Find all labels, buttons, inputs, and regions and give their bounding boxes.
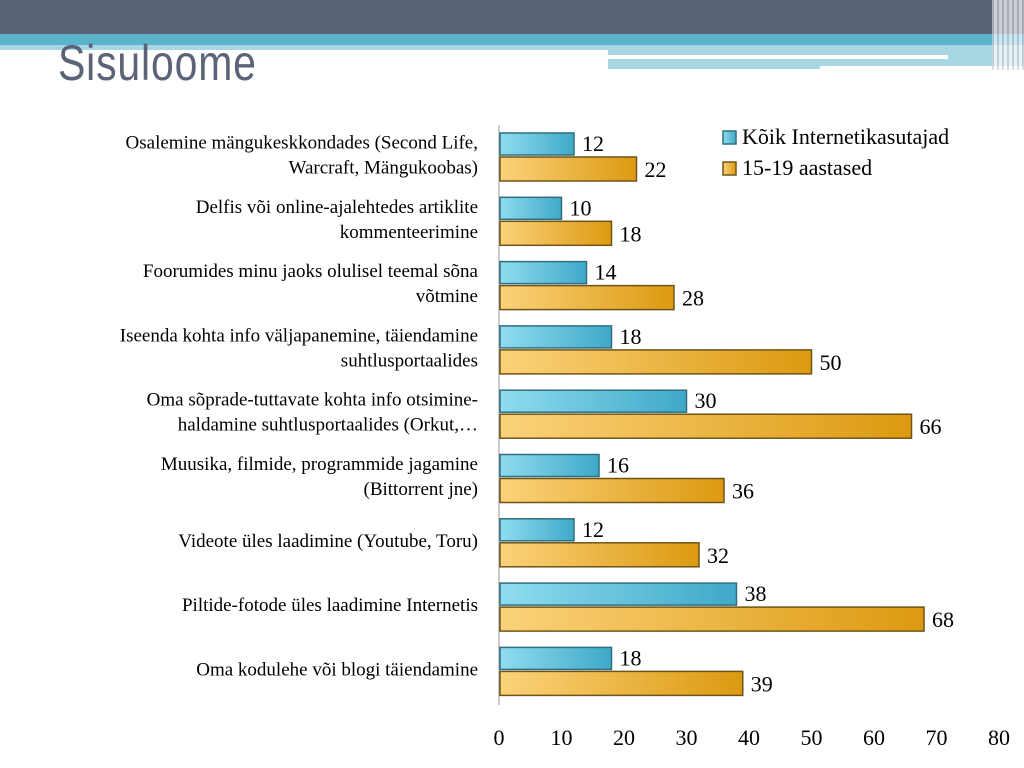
header-edge-decoration xyxy=(992,0,1024,70)
x-tick-label: 30 xyxy=(676,725,698,750)
category-label: kommenteerimine xyxy=(340,222,478,243)
bar-all-users xyxy=(499,325,613,349)
bar-all-users xyxy=(499,453,600,478)
category-label: Delfis või online-ajalehtedes artiklite xyxy=(196,197,478,218)
bar-15-19 xyxy=(499,670,744,697)
data-label: 18 xyxy=(620,324,642,349)
bar-all-users xyxy=(499,260,588,285)
x-tick-label: 40 xyxy=(738,725,760,750)
bar-15-19 xyxy=(499,542,700,568)
data-label: 14 xyxy=(595,260,617,285)
header-stripe xyxy=(608,55,948,59)
bar-all-users xyxy=(499,389,688,413)
bar-all-users xyxy=(499,646,613,671)
legend-swatch xyxy=(722,161,737,176)
data-label: 12 xyxy=(582,517,604,542)
data-label: 22 xyxy=(645,157,667,182)
bar-15-19 xyxy=(499,349,813,375)
slide-title: Sisuloome xyxy=(58,35,257,91)
bar-15-19 xyxy=(499,413,913,439)
category-label: Iseenda kohta info väljapanemine, täiend… xyxy=(120,325,478,346)
bar-all-users xyxy=(499,582,738,606)
data-label: 16 xyxy=(607,453,629,478)
bar-15-19 xyxy=(499,220,613,247)
bar-15-19 xyxy=(499,156,638,182)
category-label: Oma sõprade-tuttavate kohta info otsimin… xyxy=(147,390,478,411)
legend-swatch xyxy=(722,130,737,145)
x-tick-label: 50 xyxy=(801,725,823,750)
x-tick-label: 20 xyxy=(613,725,635,750)
category-label: Piltide-fotode üles laadimine Internetis xyxy=(182,595,478,616)
data-label: 68 xyxy=(932,607,954,632)
category-label: Warcraft, Mängukoobas) xyxy=(289,158,478,179)
category-label: Foorumides minu jaoks olulisel teemal sõ… xyxy=(143,261,479,282)
category-label: suhtlusportaalides xyxy=(341,350,478,371)
data-label: 38 xyxy=(745,581,767,606)
category-label: Muusika, filmide, programmide jagamine xyxy=(161,454,478,475)
data-label: 28 xyxy=(682,286,704,311)
category-label: Oma kodulehe või blogi täiendamine xyxy=(196,659,478,680)
x-tick-label: 0 xyxy=(494,725,505,750)
category-label: Osalemine mängukeskkondades (Second Life… xyxy=(126,133,478,154)
legend-label: 15-19 aastased xyxy=(742,155,872,180)
data-label: 18 xyxy=(620,221,642,246)
data-label: 18 xyxy=(620,645,642,670)
bar-15-19 xyxy=(499,477,725,504)
data-label: 36 xyxy=(732,479,754,504)
bar-15-19 xyxy=(499,606,925,632)
x-tick-label: 10 xyxy=(551,725,573,750)
category-label: haldamine suhtlusportaalides (Orkut,… xyxy=(178,415,478,436)
header-band-dark xyxy=(0,0,1024,34)
category-label: võtmine xyxy=(416,286,478,307)
bar-all-users xyxy=(499,132,575,156)
x-tick-label: 70 xyxy=(926,725,948,750)
bar-all-users xyxy=(499,196,563,221)
data-label: 30 xyxy=(695,388,717,413)
header-band-teal xyxy=(0,34,1024,45)
category-label: Videote üles laadimine (Youtube, Toru) xyxy=(178,531,478,552)
legend-label: Kõik Internetikasutajad xyxy=(742,124,949,149)
x-tick-label: 80 xyxy=(988,725,1010,750)
data-label: 10 xyxy=(570,195,592,220)
data-label: 50 xyxy=(820,350,842,375)
data-label: 39 xyxy=(751,671,773,696)
category-label: (Bittorrent jne) xyxy=(364,479,479,500)
header-stripe xyxy=(820,66,1024,69)
x-tick-label: 60 xyxy=(863,725,885,750)
bar-all-users xyxy=(499,518,575,542)
data-label: 32 xyxy=(707,543,729,568)
data-label: 66 xyxy=(920,414,942,439)
header-band-light xyxy=(0,45,608,50)
data-label: 12 xyxy=(582,131,604,156)
bar-15-19 xyxy=(499,284,675,311)
